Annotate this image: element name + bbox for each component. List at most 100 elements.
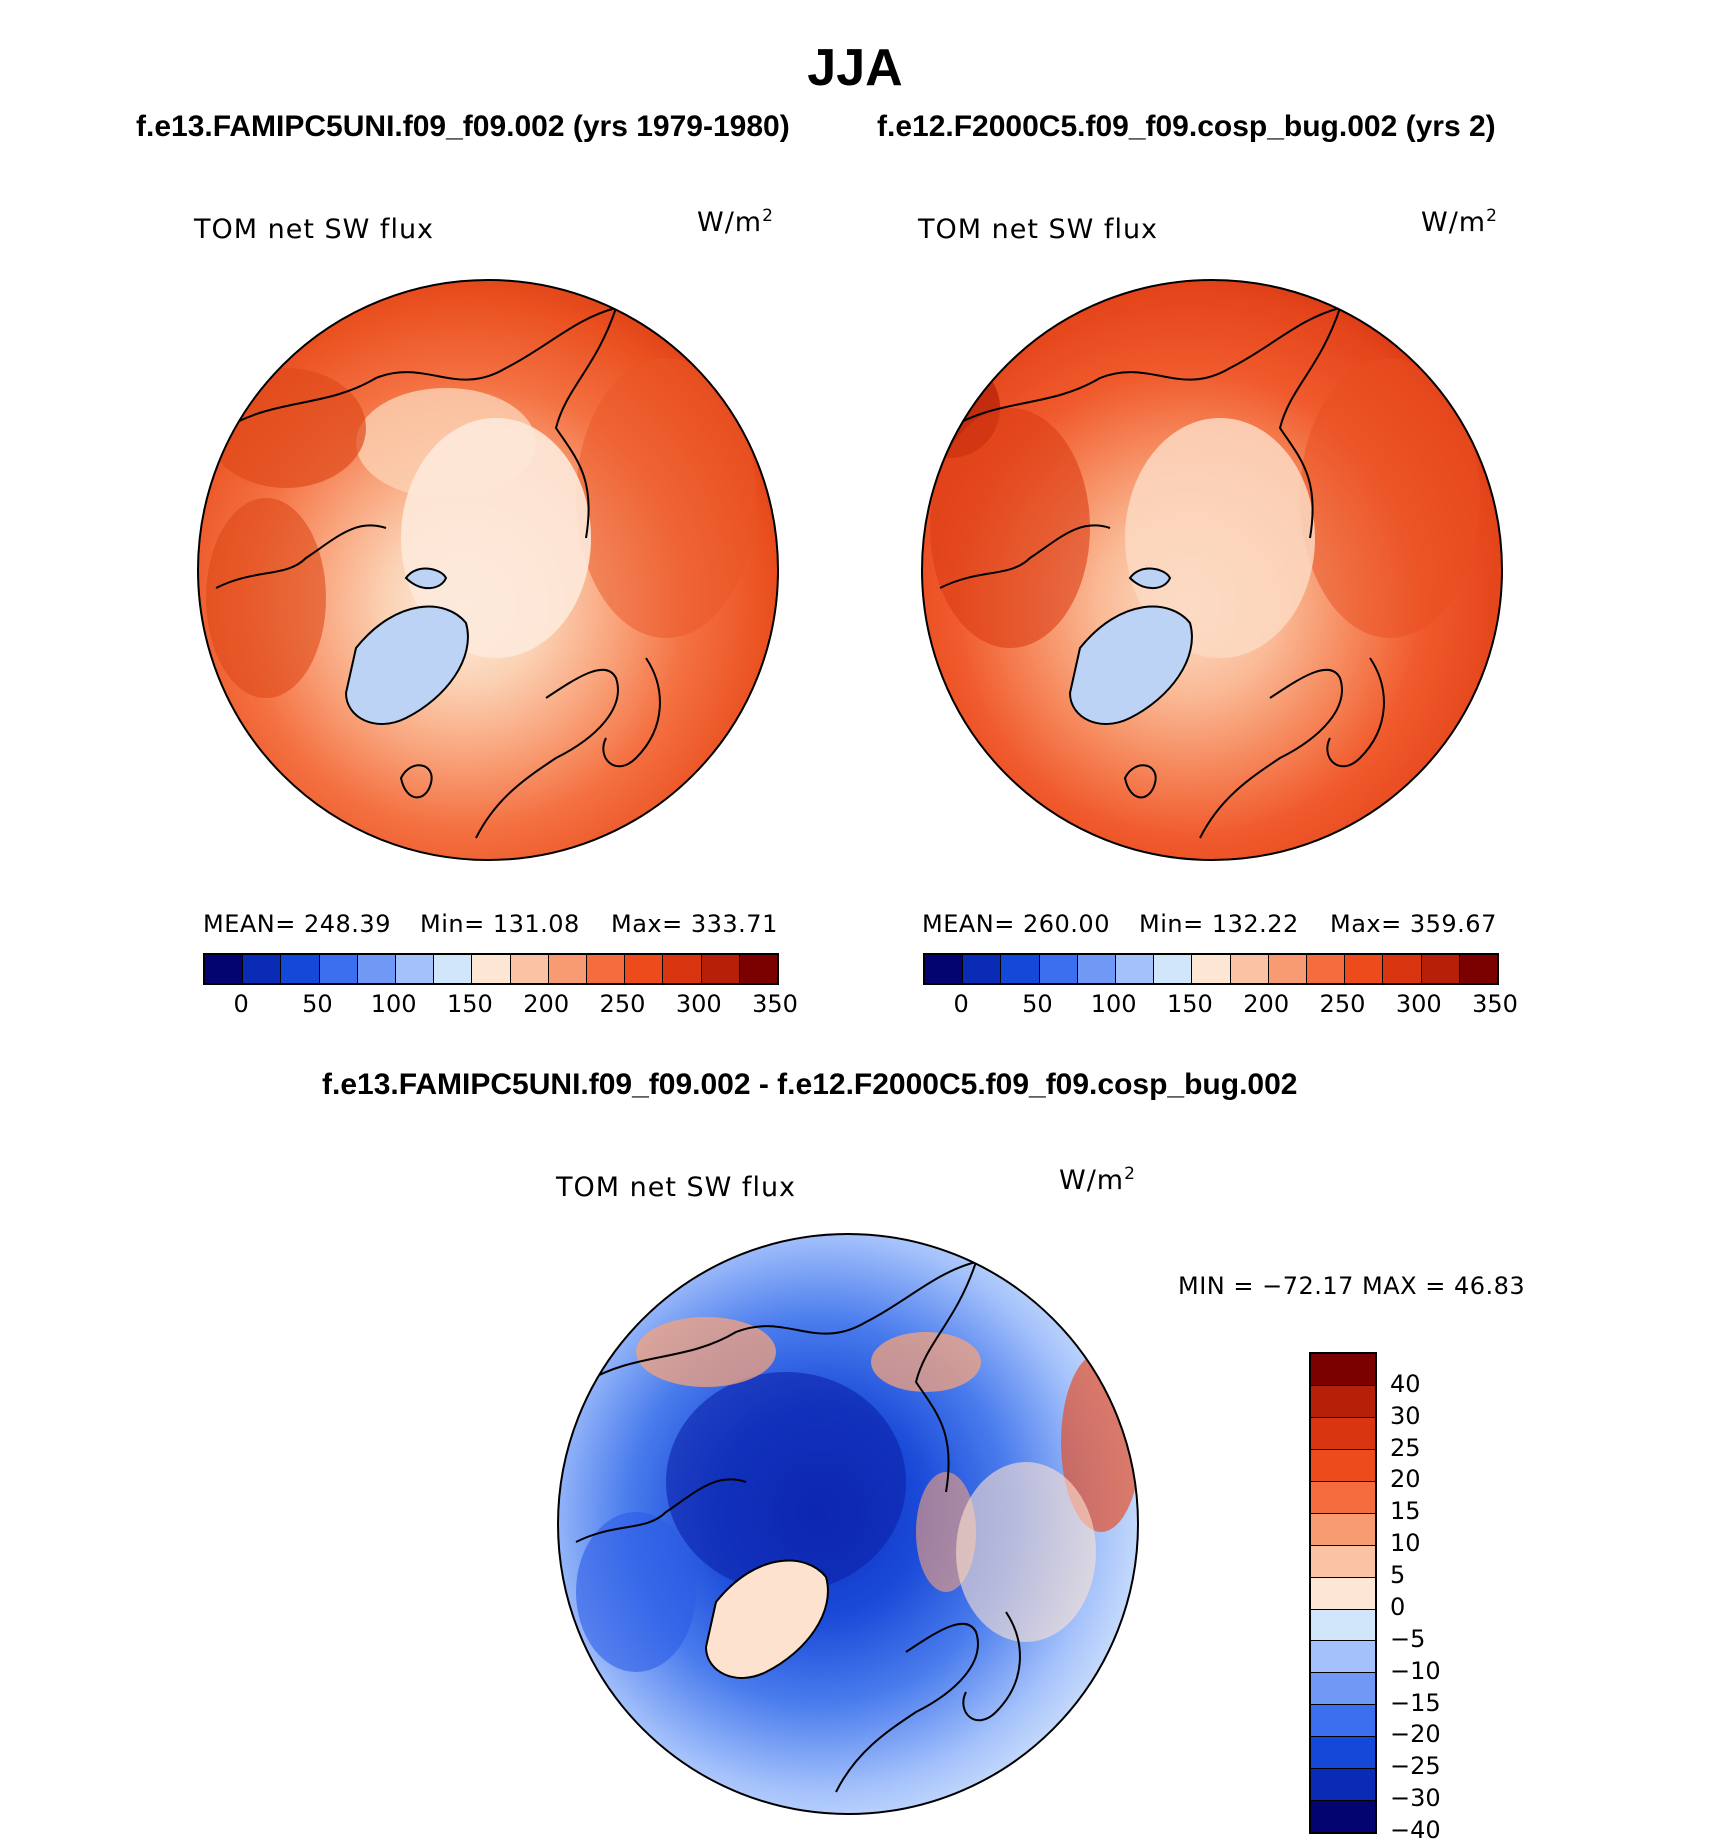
colorbar-swatch bbox=[1154, 955, 1193, 983]
colorbar-swatch bbox=[1311, 1417, 1375, 1450]
diff-minmax: MIN = −72.17 MAX = 46.83 bbox=[1178, 1272, 1526, 1300]
colorbar-swatch bbox=[1311, 1449, 1375, 1482]
colorbar-tick-label: 10 bbox=[1390, 1529, 1421, 1558]
colorbar-tick-label: 350 bbox=[1472, 990, 1518, 1018]
colorbar-tick-label: −40 bbox=[1390, 1816, 1441, 1844]
colorbar-swatch bbox=[434, 955, 473, 983]
colorbar-swatch bbox=[1311, 1385, 1375, 1418]
diff-coastline bbox=[585, 1261, 977, 1383]
colorbar-tick-label: 30 bbox=[1390, 1401, 1421, 1430]
colorbar-swatch bbox=[205, 955, 244, 983]
colorbar-tick-label: −25 bbox=[1390, 1752, 1441, 1781]
colorbar-swatch bbox=[1230, 955, 1269, 983]
colorbar-swatch bbox=[1307, 955, 1346, 983]
colorbar-tick-label: 150 bbox=[447, 990, 493, 1018]
colorbar-tick-label: 40 bbox=[1390, 1369, 1421, 1398]
colorbar-swatch bbox=[1311, 1513, 1375, 1546]
colorbar-tick-label: −30 bbox=[1390, 1784, 1441, 1813]
colorbar-tick-label: 0 bbox=[1390, 1592, 1406, 1621]
colorbar-swatch bbox=[1311, 1577, 1375, 1610]
panel2-mean: MEAN= 260.00 bbox=[922, 910, 1110, 938]
colorbar-tick-label: 250 bbox=[599, 990, 646, 1018]
colorbar-tick-label: 15 bbox=[1390, 1497, 1421, 1526]
panel1-colorbar bbox=[203, 953, 779, 985]
colorbar-tick-label: −10 bbox=[1390, 1656, 1441, 1685]
panel2-units: W/m2 bbox=[1421, 206, 1498, 238]
panel2-max: Max= 359.67 bbox=[1330, 910, 1497, 938]
colorbar-tick-label: 150 bbox=[1167, 990, 1213, 1018]
colorbar-swatch bbox=[1311, 1737, 1375, 1770]
colorbar-swatch bbox=[1311, 1801, 1375, 1833]
colorbar-swatch bbox=[243, 955, 282, 983]
subtitle-left: f.e13.FAMIPC5UNI.f09_f09.002 (yrs 1979-1… bbox=[136, 110, 790, 143]
colorbar-tick-label: 50 bbox=[1022, 990, 1053, 1018]
colorbar-swatch bbox=[1459, 955, 1498, 983]
panel2-colorbar bbox=[923, 953, 1499, 985]
colorbar-swatch bbox=[357, 955, 397, 983]
colorbar-swatch bbox=[1311, 1769, 1375, 1802]
diff-units: W/m2 bbox=[1059, 1164, 1136, 1196]
colorbar-swatch bbox=[396, 955, 435, 983]
colorbar-swatch bbox=[472, 955, 511, 983]
panel1-mean: MEAN= 248.39 bbox=[203, 910, 391, 938]
colorbar-swatch bbox=[1116, 955, 1155, 983]
colorbar-swatch bbox=[548, 955, 588, 983]
colorbar-tick-label: 300 bbox=[1395, 990, 1442, 1018]
colorbar-swatch bbox=[1311, 1705, 1375, 1738]
colorbar-tick-label: 200 bbox=[1243, 990, 1290, 1018]
subtitle-right: f.e12.F2000C5.f09_f09.cosp_bug.002 (yrs … bbox=[877, 110, 1496, 143]
colorbar-swatch bbox=[510, 955, 549, 983]
diff-title: f.e13.FAMIPC5UNI.f09_f09.002 - f.e12.F20… bbox=[322, 1068, 1298, 1101]
diff-map bbox=[557, 1233, 1139, 1815]
panel2-variable: TOM net SW flux bbox=[918, 214, 1159, 245]
panel1-greenland bbox=[344, 605, 469, 725]
colorbar-tick-label: −5 bbox=[1390, 1624, 1426, 1653]
panel2-greenland bbox=[1068, 605, 1193, 725]
colorbar-swatch bbox=[625, 955, 664, 983]
colorbar-tick-label: 0 bbox=[953, 990, 969, 1018]
colorbar-swatch bbox=[963, 955, 1002, 983]
colorbar-swatch bbox=[1311, 1545, 1375, 1578]
colorbar-tick-label: 50 bbox=[302, 990, 333, 1018]
panel2-coastline bbox=[949, 307, 1341, 429]
colorbar-swatch bbox=[663, 955, 702, 983]
colorbar-swatch bbox=[1268, 955, 1308, 983]
colorbar-swatch bbox=[1345, 955, 1384, 983]
colorbar-swatch bbox=[1311, 1609, 1375, 1642]
diff-greenland bbox=[704, 1559, 829, 1679]
panel2-min: Min= 132.22 bbox=[1139, 910, 1299, 938]
colorbar-swatch bbox=[1383, 955, 1422, 983]
diff-variable: TOM net SW flux bbox=[556, 1172, 797, 1203]
colorbar-swatch bbox=[1077, 955, 1117, 983]
diff-colorbar bbox=[1309, 1352, 1377, 1834]
colorbar-swatch bbox=[925, 955, 964, 983]
colorbar-tick-label: −15 bbox=[1390, 1688, 1441, 1717]
colorbar-swatch bbox=[1039, 955, 1078, 983]
colorbar-tick-label: 5 bbox=[1390, 1561, 1406, 1590]
colorbar-tick-label: 100 bbox=[1090, 990, 1137, 1018]
colorbar-swatch bbox=[319, 955, 358, 983]
colorbar-swatch bbox=[1421, 955, 1460, 983]
colorbar-tick-label: 250 bbox=[1319, 990, 1366, 1018]
colorbar-tick-label: −20 bbox=[1390, 1720, 1441, 1749]
panel1-max: Max= 333.71 bbox=[611, 910, 778, 938]
panel2-colorbar-ticks: 0 50 100 150 200 250 300 350 bbox=[923, 990, 1517, 1020]
figure-title: JJA bbox=[807, 39, 903, 97]
panel2-map bbox=[921, 279, 1503, 861]
colorbar-swatch bbox=[701, 955, 740, 983]
panel1-map bbox=[197, 279, 779, 861]
colorbar-swatch bbox=[1311, 1481, 1375, 1514]
colorbar-tick-label: 20 bbox=[1390, 1465, 1421, 1494]
panel1-coastline bbox=[225, 307, 617, 429]
panel1-min: Min= 131.08 bbox=[420, 910, 580, 938]
panel1-variable: TOM net SW flux bbox=[194, 214, 435, 245]
colorbar-tick-label: 100 bbox=[370, 990, 417, 1018]
diff-colorbar-ticks: 40 30 25 20 15 10 5 0 −5 −10 −15 −20 −25 −30 −40 bbox=[1390, 1352, 1470, 1844]
colorbar-swatch bbox=[1311, 1354, 1375, 1386]
colorbar-swatch bbox=[1192, 955, 1231, 983]
colorbar-tick-label: 0 bbox=[233, 990, 249, 1018]
colorbar-tick-label: 300 bbox=[675, 990, 722, 1018]
colorbar-swatch bbox=[1311, 1641, 1375, 1674]
colorbar-tick-label: 200 bbox=[523, 990, 570, 1018]
colorbar-swatch bbox=[1001, 955, 1040, 983]
